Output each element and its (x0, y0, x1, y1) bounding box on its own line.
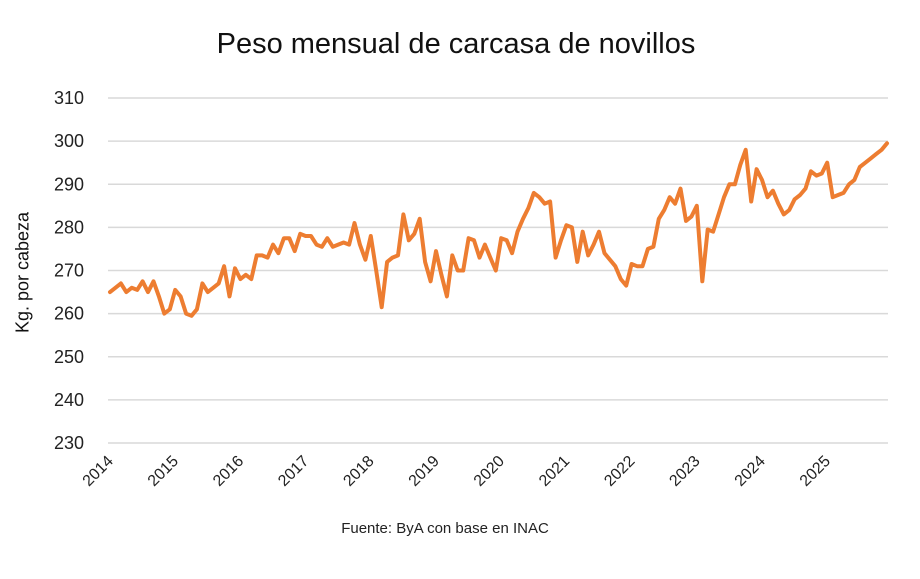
y-tick-label: 310 (54, 88, 84, 108)
series-line (108, 141, 889, 318)
x-tick-label: 2024 (732, 453, 769, 490)
source-note: Fuente: ByA con base en INAC (341, 520, 549, 537)
x-tick-label: 2019 (406, 453, 443, 490)
x-tick-label: 2015 (145, 453, 182, 490)
x-tick-label: 2021 (536, 453, 573, 490)
x-tick-label: 2017 (275, 453, 312, 490)
x-tick-label: 2023 (666, 453, 703, 490)
y-tick-label: 230 (54, 433, 84, 453)
y-tick-label: 280 (54, 217, 84, 237)
y-tick-label: 250 (54, 347, 84, 367)
x-tick-label: 2016 (210, 453, 247, 490)
y-tick-label: 240 (54, 390, 84, 410)
y-tick-label: 290 (54, 174, 84, 194)
x-tick-label: 2025 (797, 453, 834, 490)
y-tick-label: 300 (54, 131, 84, 151)
x-tick-label: 2018 (340, 453, 377, 490)
y-tick-label: 260 (54, 304, 84, 324)
x-tick-label: 2022 (601, 453, 638, 490)
chart-title: Peso mensual de carcasa de novillos (216, 28, 696, 60)
x-tick-label: 2014 (80, 453, 117, 490)
x-tick-label: 2020 (471, 453, 508, 490)
y-tick-label: 270 (54, 261, 84, 281)
